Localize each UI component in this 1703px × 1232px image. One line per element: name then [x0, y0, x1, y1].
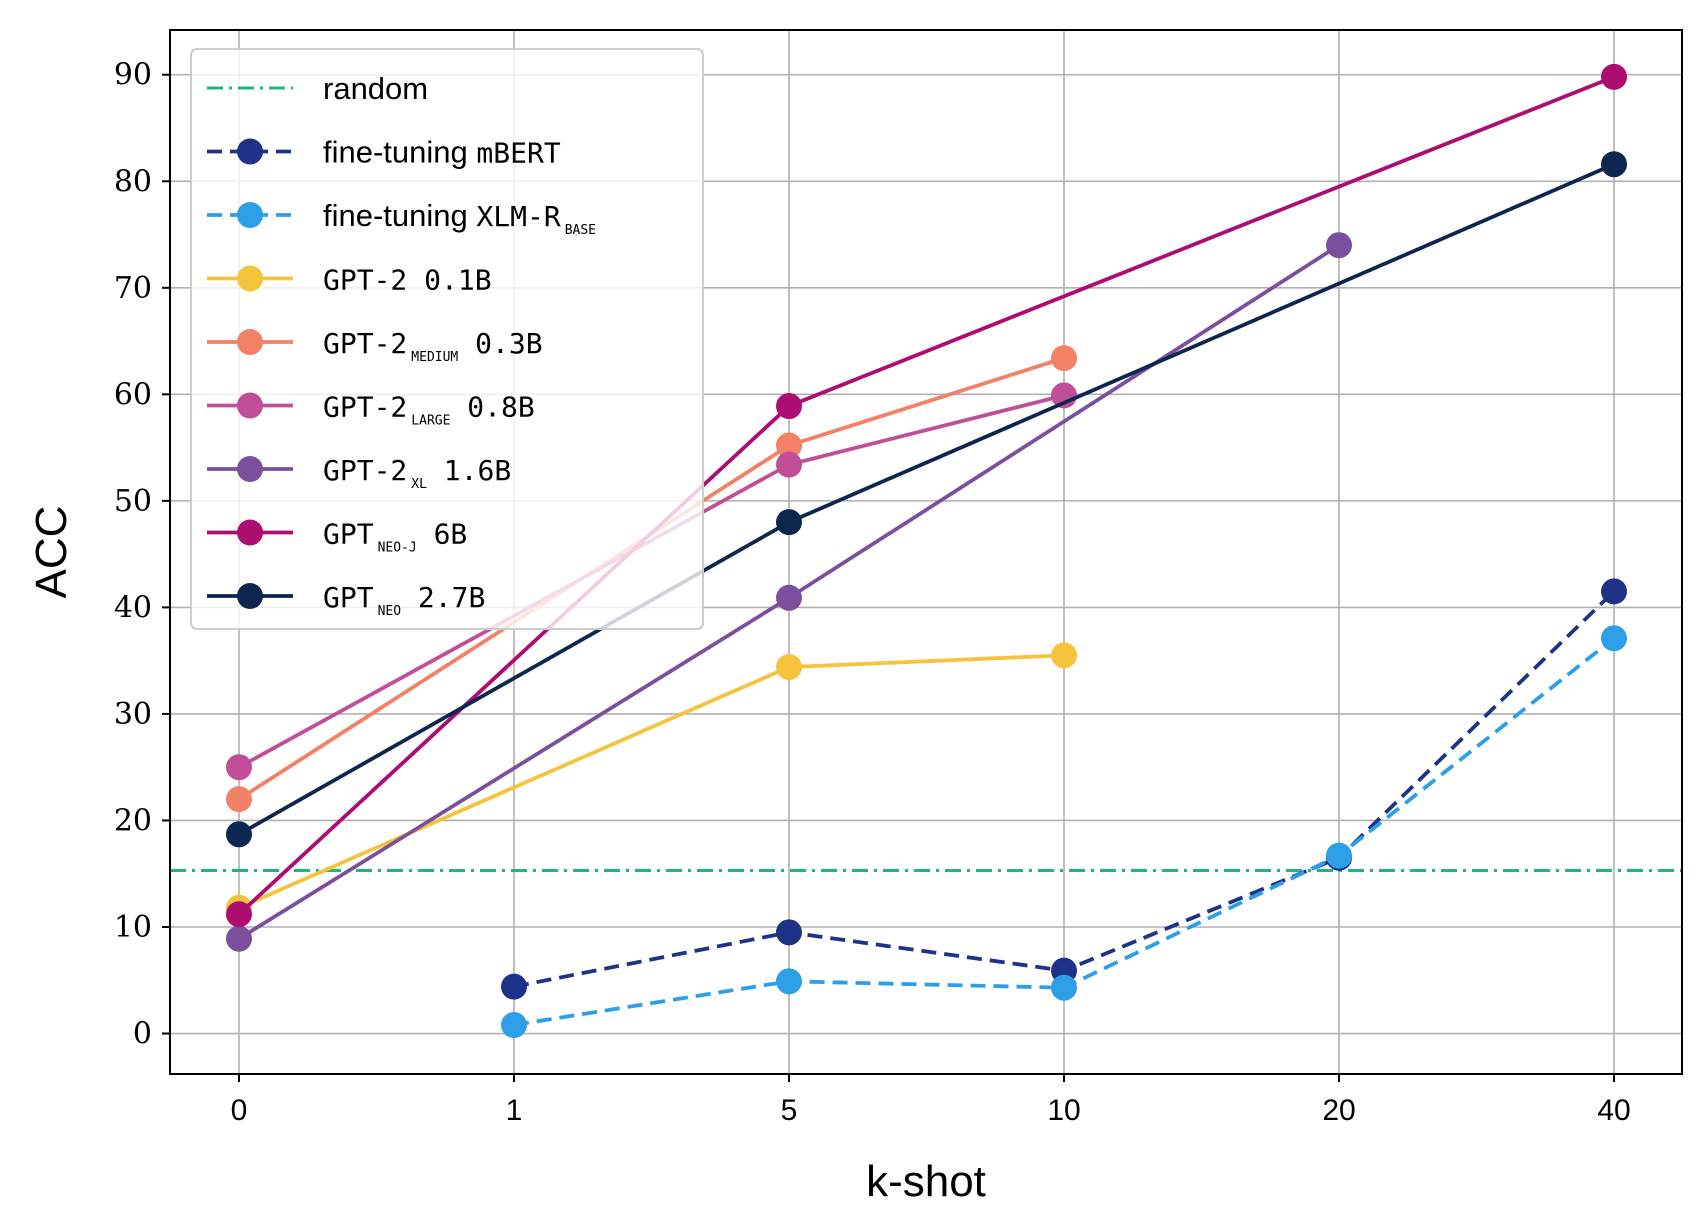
x-tick-label: 5: [781, 1094, 798, 1127]
data-point-gpt2large: [226, 754, 252, 781]
legend-item-gptneoj: GPT NEO-J 6B: [207, 518, 467, 556]
y-tick-label: 70: [114, 271, 152, 306]
plot-frame: [169, 29, 1683, 1075]
data-point-mbert: [1601, 578, 1627, 605]
x-tick-label: 1: [506, 1094, 523, 1127]
data-point-gptneoj: [1601, 63, 1627, 90]
data-point-xlmr: [776, 968, 802, 995]
legend-item-random: random: [207, 71, 428, 106]
legend-label-xlmr: fine-tuning XLM-R BASE: [323, 198, 596, 238]
data-point-gpt2xl: [1326, 232, 1352, 259]
data-point-xlmr: [1601, 625, 1627, 652]
y-axis-title: ACC: [27, 506, 76, 599]
series-gptneo: [226, 151, 1627, 848]
data-point-mbert: [501, 973, 527, 1000]
legend-swatch-marker-gpt2xl: [237, 456, 263, 482]
y-tick-label: 80: [114, 164, 152, 199]
data-point-gpt2medium: [776, 432, 802, 459]
data-point-gpt2xl: [776, 584, 802, 611]
data-point-xlmr: [1051, 974, 1077, 1001]
data-point-mbert: [776, 919, 802, 946]
data-point-gptneo: [226, 821, 252, 848]
legend-label-random: random: [323, 71, 428, 106]
legend-swatch-marker-gpt2medium: [237, 329, 263, 355]
legend: random fine-tuning mBERT fine-tuning XLM-R…: [190, 48, 704, 630]
grid: [170, 30, 1682, 1074]
y-axis-ticks: 0 10 20 30 40 50 60 70 80 90: [114, 58, 170, 1052]
legend-swatch-marker-gpt2large: [237, 392, 263, 419]
data-point-xlmr: [1326, 842, 1352, 869]
x-tick-label: 40: [1597, 1094, 1630, 1127]
data-point-gpt2medium: [1051, 345, 1077, 372]
x-axis-ticks: 0 1 5 10 20 40: [231, 1074, 1631, 1127]
y-tick-label: 90: [114, 58, 152, 93]
legend-swatch-marker-gpt2: [237, 265, 263, 292]
series-gpt2medium: [226, 345, 1077, 813]
series-layer: [226, 63, 1627, 1038]
data-point-gpt2medium: [226, 786, 252, 813]
x-axis-title: k-shot: [866, 1157, 986, 1206]
data-point-gptneo: [1601, 151, 1627, 178]
legend-label-mbert: fine-tuning mBERT: [323, 135, 561, 170]
legend-swatch-marker-gptneoj: [237, 519, 263, 546]
legend-item-gpt2xl: GPT-2 XL 1.6B: [207, 454, 511, 492]
legend-swatch-marker-mbert: [237, 138, 263, 165]
legend-swatch-marker-gptneo: [237, 583, 263, 609]
y-tick-label: 30: [114, 697, 152, 732]
data-point-gptneoj: [226, 901, 252, 928]
series-xlmr: [501, 625, 1627, 1038]
legend-label-gpt2medium: GPT-2 MEDIUM 0.3B: [323, 327, 543, 365]
data-point-xlmr: [501, 1011, 527, 1038]
data-point-gpt2: [776, 654, 802, 681]
legend-box: [190, 48, 704, 630]
legend-item-gpt2large: GPT-2 LARGE 0.8B: [207, 391, 535, 429]
legend-swatch-marker-xlmr: [237, 202, 263, 228]
data-point-gpt2xl: [226, 925, 252, 952]
legend-item-gpt2: GPT-2 0.1B: [207, 264, 492, 297]
legend-label-gpt2xl: GPT-2 XL 1.6B: [323, 454, 511, 492]
data-point-gpt2: [1051, 642, 1077, 669]
y-tick-label: 40: [114, 590, 152, 625]
legend-item-gpt2medium: GPT-2 MEDIUM 0.3B: [207, 327, 543, 365]
y-tick-label: 60: [114, 377, 152, 412]
y-tick-label: 20: [114, 803, 152, 838]
y-tick-label: 10: [114, 910, 152, 945]
data-point-gpt2large: [776, 451, 802, 478]
series-gptneoj: [226, 63, 1627, 928]
x-tick-label: 10: [1047, 1094, 1080, 1127]
y-tick-label: 0: [133, 1017, 152, 1052]
data-point-gptneoj: [776, 393, 802, 420]
legend-item-xlmr: fine-tuning XLM-R BASE: [207, 198, 596, 238]
x-tick-label: 0: [231, 1094, 248, 1127]
legend-label-gpt2large: GPT-2 LARGE 0.8B: [323, 391, 535, 429]
legend-label-gptneo: GPT NEO 2.7B: [323, 581, 485, 619]
legend-label-gpt2: GPT-2 0.1B: [323, 264, 492, 297]
y-tick-label: 50: [114, 484, 152, 519]
legend-item-gptneo: GPT NEO 2.7B: [207, 581, 485, 619]
data-point-gptneo: [776, 509, 802, 536]
legend-item-mbert: fine-tuning mBERT: [207, 135, 561, 170]
x-tick-label: 20: [1322, 1094, 1355, 1127]
legend-label-gptneoj: GPT NEO-J 6B: [323, 518, 467, 556]
series-gpt2large: [226, 382, 1077, 781]
